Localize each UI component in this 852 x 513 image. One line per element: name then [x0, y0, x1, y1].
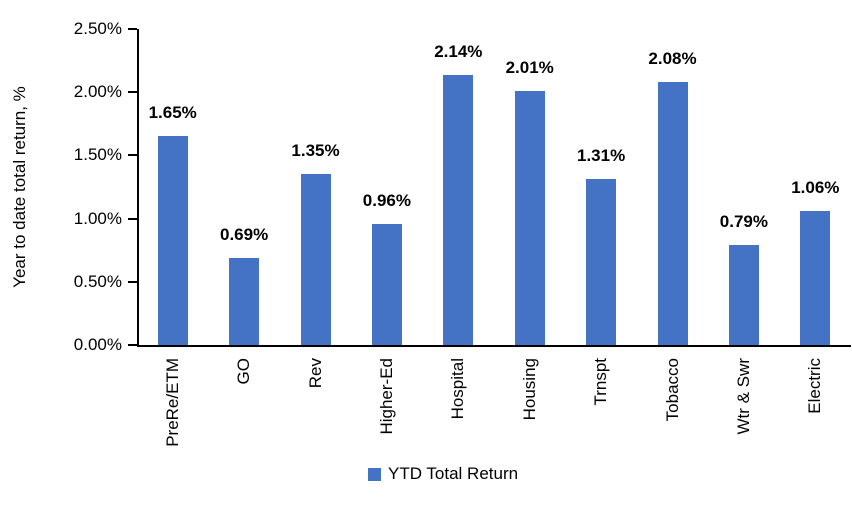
bar-value-label: 2.14% [434, 41, 483, 61]
bar [371, 223, 402, 345]
bar-value-label: 1.31% [576, 146, 626, 166]
y-axis-tick-mark [128, 217, 137, 220]
y-axis-tick-label: 0.50% [73, 271, 122, 291]
bar-value-label: 0.79% [719, 212, 768, 232]
bar [443, 74, 474, 345]
bar [229, 257, 260, 345]
y-axis-tick-label: 0.00% [73, 335, 122, 354]
y-axis-tick-mark [128, 344, 137, 346]
bar [586, 179, 617, 345]
y-axis-tick-label: 1.50% [73, 145, 122, 165]
y-axis-tick-mark [128, 280, 137, 283]
bar-value-label: 0.96% [362, 190, 411, 210]
bar [157, 136, 188, 345]
bar-value-label: 2.08% [648, 49, 697, 69]
y-axis-title: Year to date total return, % [10, 86, 29, 288]
y-axis-tick-label: 2.00% [73, 82, 122, 102]
bar [514, 90, 545, 345]
y-axis-tick-mark [128, 154, 137, 157]
bar-value-label: 1.65% [148, 103, 197, 123]
y-axis-tick-mark [128, 28, 137, 30]
bar [657, 82, 688, 345]
bar-value-label: 2.01% [505, 57, 554, 77]
bar-value-label: 0.69% [219, 224, 269, 244]
y-axis-tick-mark [128, 91, 137, 94]
bar [300, 174, 331, 345]
legend-label: YTD Total Return [388, 464, 519, 483]
bar [800, 211, 831, 345]
legend: YTD Total Return [368, 464, 518, 484]
bar-value-label: 1.06% [791, 178, 840, 198]
bar-value-label: 1.35% [291, 141, 340, 161]
bar [728, 245, 759, 345]
y-axis-tick-label: 2.50% [73, 19, 122, 38]
y-axis-tick-label: 1.00% [73, 208, 122, 228]
legend-swatch-icon [368, 467, 381, 481]
plot-area [137, 29, 851, 347]
